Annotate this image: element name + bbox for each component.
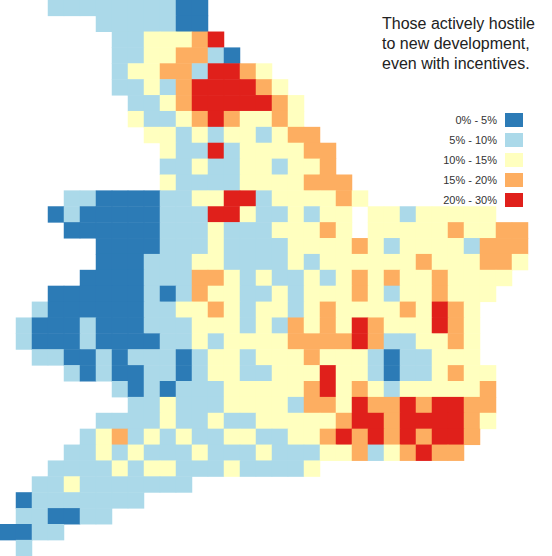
svg-text:10% - 15%: 10% - 15% <box>443 154 497 166</box>
svg-text:even with incentives.: even with incentives. <box>382 55 530 72</box>
svg-text:15% - 20%: 15% - 20% <box>443 174 497 186</box>
svg-text:5% - 10%: 5% - 10% <box>449 134 497 146</box>
svg-text:Those actively hostile: Those actively hostile <box>382 15 535 32</box>
svg-text:to new development,: to new development, <box>382 35 530 52</box>
svg-text:0% - 5%: 0% - 5% <box>455 114 497 126</box>
svg-text:20% - 30%: 20% - 30% <box>443 194 497 206</box>
